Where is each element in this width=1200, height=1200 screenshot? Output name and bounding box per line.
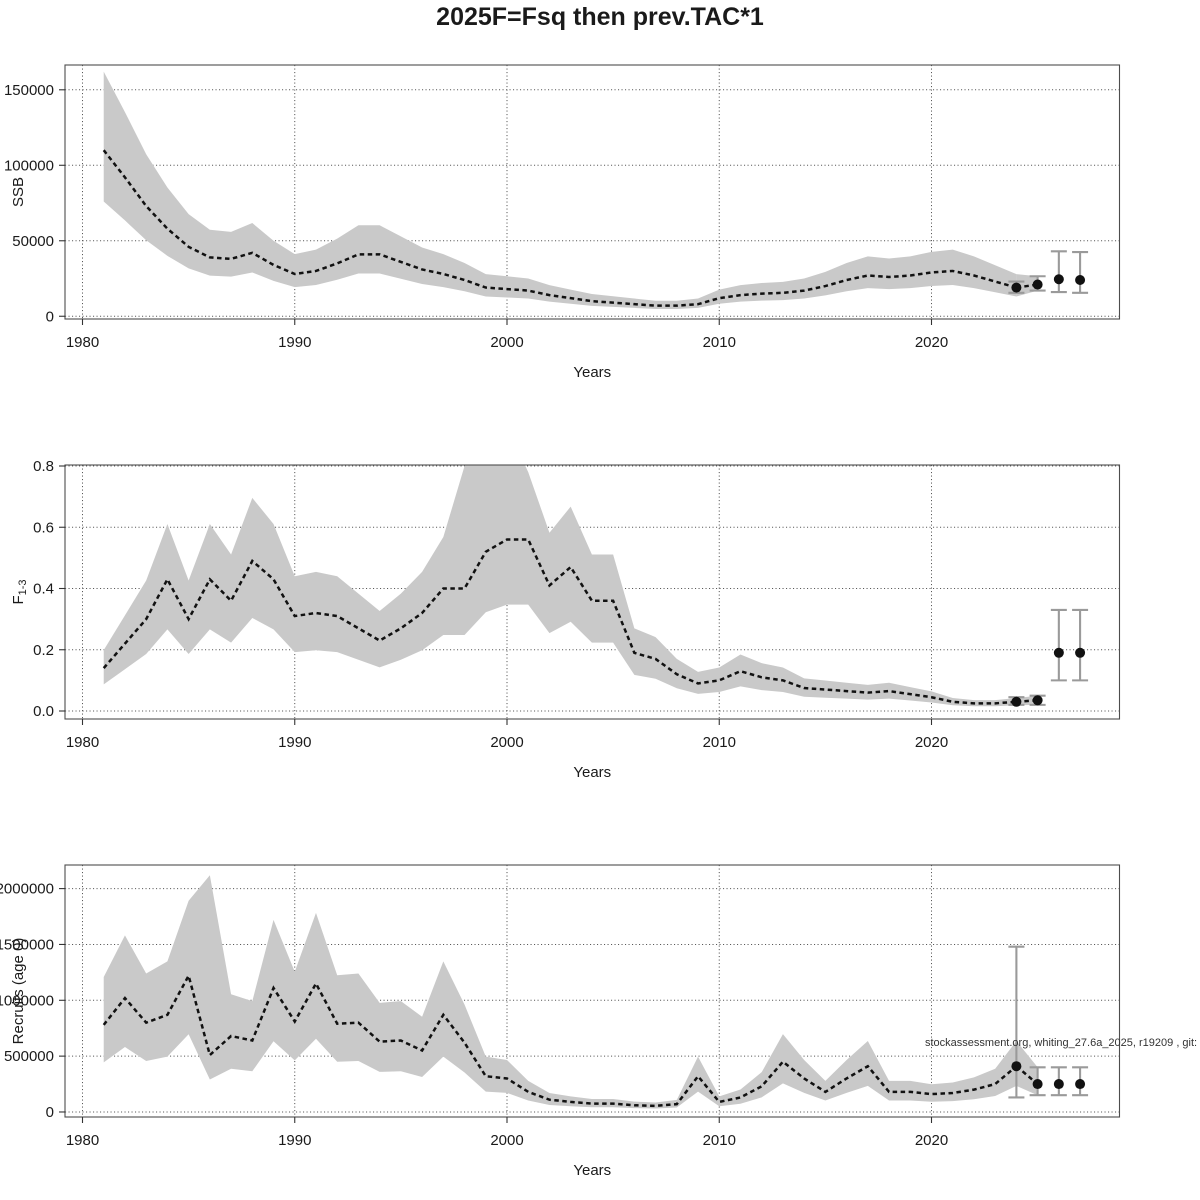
svg-text:500000: 500000 (4, 1048, 54, 1065)
svg-text:Years: Years (573, 1162, 611, 1179)
svg-text:0.4: 0.4 (33, 581, 54, 598)
svg-text:2010: 2010 (703, 334, 736, 351)
svg-text:1980: 1980 (66, 1132, 99, 1149)
svg-text:150000: 150000 (4, 82, 54, 99)
svg-text:2010: 2010 (703, 1132, 736, 1149)
svg-text:1990: 1990 (278, 734, 311, 751)
svg-text:0.8: 0.8 (33, 458, 54, 475)
svg-text:0: 0 (46, 308, 54, 325)
svg-text:0.6: 0.6 (33, 519, 54, 536)
svg-text:2020: 2020 (915, 734, 948, 751)
svg-text:2000: 2000 (490, 1132, 523, 1149)
svg-text:1500000: 1500000 (0, 936, 54, 953)
svg-text:2000: 2000 (490, 334, 523, 351)
svg-text:100000: 100000 (4, 157, 54, 174)
svg-text:1980: 1980 (66, 334, 99, 351)
svg-text:0.0: 0.0 (33, 703, 54, 720)
svg-text:0: 0 (46, 1104, 54, 1121)
svg-text:F1-3: F1-3 (10, 579, 29, 604)
svg-text:Years: Years (573, 764, 611, 781)
svg-text:2010: 2010 (703, 734, 736, 751)
svg-text:2000: 2000 (490, 734, 523, 751)
svg-text:1000000: 1000000 (0, 992, 54, 1009)
svg-text:1990: 1990 (278, 1132, 311, 1149)
svg-text:50000: 50000 (12, 233, 54, 250)
svg-text:0.2: 0.2 (33, 642, 54, 659)
svg-text:SSB: SSB (10, 177, 27, 207)
svg-text:stockassessment.org, whiting_2: stockassessment.org, whiting_27.6a_2025,… (925, 1037, 1200, 1049)
svg-text:Years: Years (573, 364, 611, 381)
svg-text:2000000: 2000000 (0, 881, 54, 898)
svg-text:2020: 2020 (915, 1132, 948, 1149)
svg-text:1980: 1980 (66, 734, 99, 751)
svg-text:2020: 2020 (915, 334, 948, 351)
svg-text:Recruits (age 0): Recruits (age 0) (10, 938, 27, 1045)
svg-text:1990: 1990 (278, 334, 311, 351)
